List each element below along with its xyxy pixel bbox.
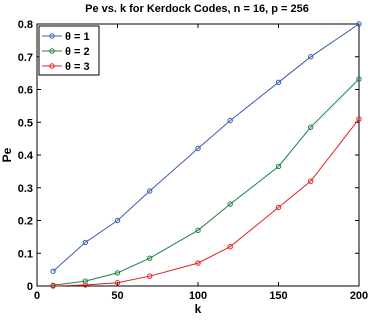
data-point: [50, 283, 56, 289]
data-point: [308, 54, 314, 60]
y-tick-label: 0.5: [18, 117, 33, 129]
data-point: [308, 178, 314, 184]
data-point: [227, 244, 233, 250]
legend-marker: [49, 48, 55, 54]
x-tick-label: 0: [34, 290, 40, 302]
x-tick-label: 200: [350, 290, 368, 302]
data-point: [114, 217, 121, 224]
y-axis-label: Pe: [0, 147, 14, 162]
data-point: [227, 201, 233, 207]
y-axis-ticks: 0 0.1 0.2 0.3 0.4 0.5 0.6 0.7 0.8: [18, 19, 359, 293]
y-tick-label: 0.1: [18, 248, 33, 260]
data-series: [50, 21, 362, 289]
series-line-1: [52, 23, 360, 272]
data-point: [195, 227, 201, 234]
y-tick-label: 0.4: [18, 150, 34, 162]
y-tick-label: 0.2: [18, 216, 33, 228]
legend-label: θ = 3: [65, 61, 90, 73]
x-tick-label: 150: [269, 290, 287, 302]
data-point: [147, 273, 153, 279]
data-point: [147, 255, 153, 261]
y-tick-label: 0: [27, 281, 33, 293]
legend-label: θ = 2: [65, 46, 90, 58]
data-point: [114, 280, 121, 286]
series-line-3: [53, 118, 360, 287]
y-tick-label: 0.3: [18, 183, 33, 195]
data-point: [147, 188, 153, 194]
y-tick-label: 0.8: [18, 19, 33, 31]
y-tick-label: 0.6: [18, 85, 33, 97]
data-point: [82, 239, 89, 246]
data-point: [356, 21, 362, 27]
legend-label: θ = 1: [65, 31, 90, 43]
data-point: [195, 260, 201, 266]
legend-marker: [49, 33, 55, 39]
data-point: [227, 117, 233, 124]
data-point: [82, 282, 89, 288]
data-point: [114, 270, 121, 276]
legend: θ = 1 θ = 2 θ = 3: [38, 25, 100, 76]
legend-marker: [49, 63, 55, 69]
y-tick-label: 0.7: [18, 52, 33, 64]
data-point: [195, 145, 201, 152]
x-tick-label: 50: [111, 290, 123, 302]
x-tick-label: 100: [189, 290, 207, 302]
data-point: [275, 204, 282, 211]
series-line-2: [53, 78, 360, 286]
x-axis-label: k: [195, 302, 202, 316]
data-point: [275, 163, 282, 170]
x-axis-ticks: 0 50 100 150 200: [34, 24, 368, 302]
data-point: [308, 124, 314, 130]
legend-box: [38, 25, 100, 76]
data-point: [50, 268, 56, 274]
data-point: [275, 79, 282, 85]
data-point: [356, 76, 362, 82]
data-point: [356, 116, 362, 122]
chart-title: Pe vs. k for Kerdock Codes, n = 16, p = …: [85, 3, 309, 15]
